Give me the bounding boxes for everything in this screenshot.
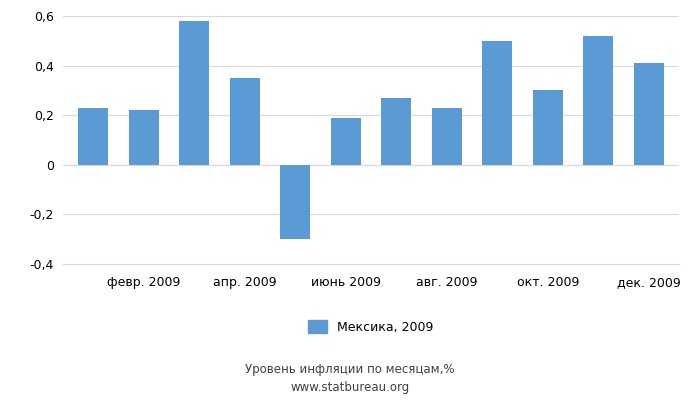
Text: Уровень инфляции по месяцам,%: Уровень инфляции по месяцам,% [245, 364, 455, 376]
Bar [78, 108, 108, 165]
Bar [129, 110, 159, 165]
Bar [634, 63, 664, 165]
Bar [330, 118, 361, 165]
Bar [432, 108, 462, 165]
Bar [583, 36, 613, 165]
Bar [533, 90, 563, 165]
Bar [179, 21, 209, 165]
Text: www.statbureau.org: www.statbureau.org [290, 382, 410, 394]
Bar [381, 98, 412, 165]
Bar [230, 78, 260, 165]
Legend: Мексика, 2009: Мексика, 2009 [303, 315, 439, 338]
Bar [482, 41, 512, 165]
Bar [280, 165, 310, 239]
